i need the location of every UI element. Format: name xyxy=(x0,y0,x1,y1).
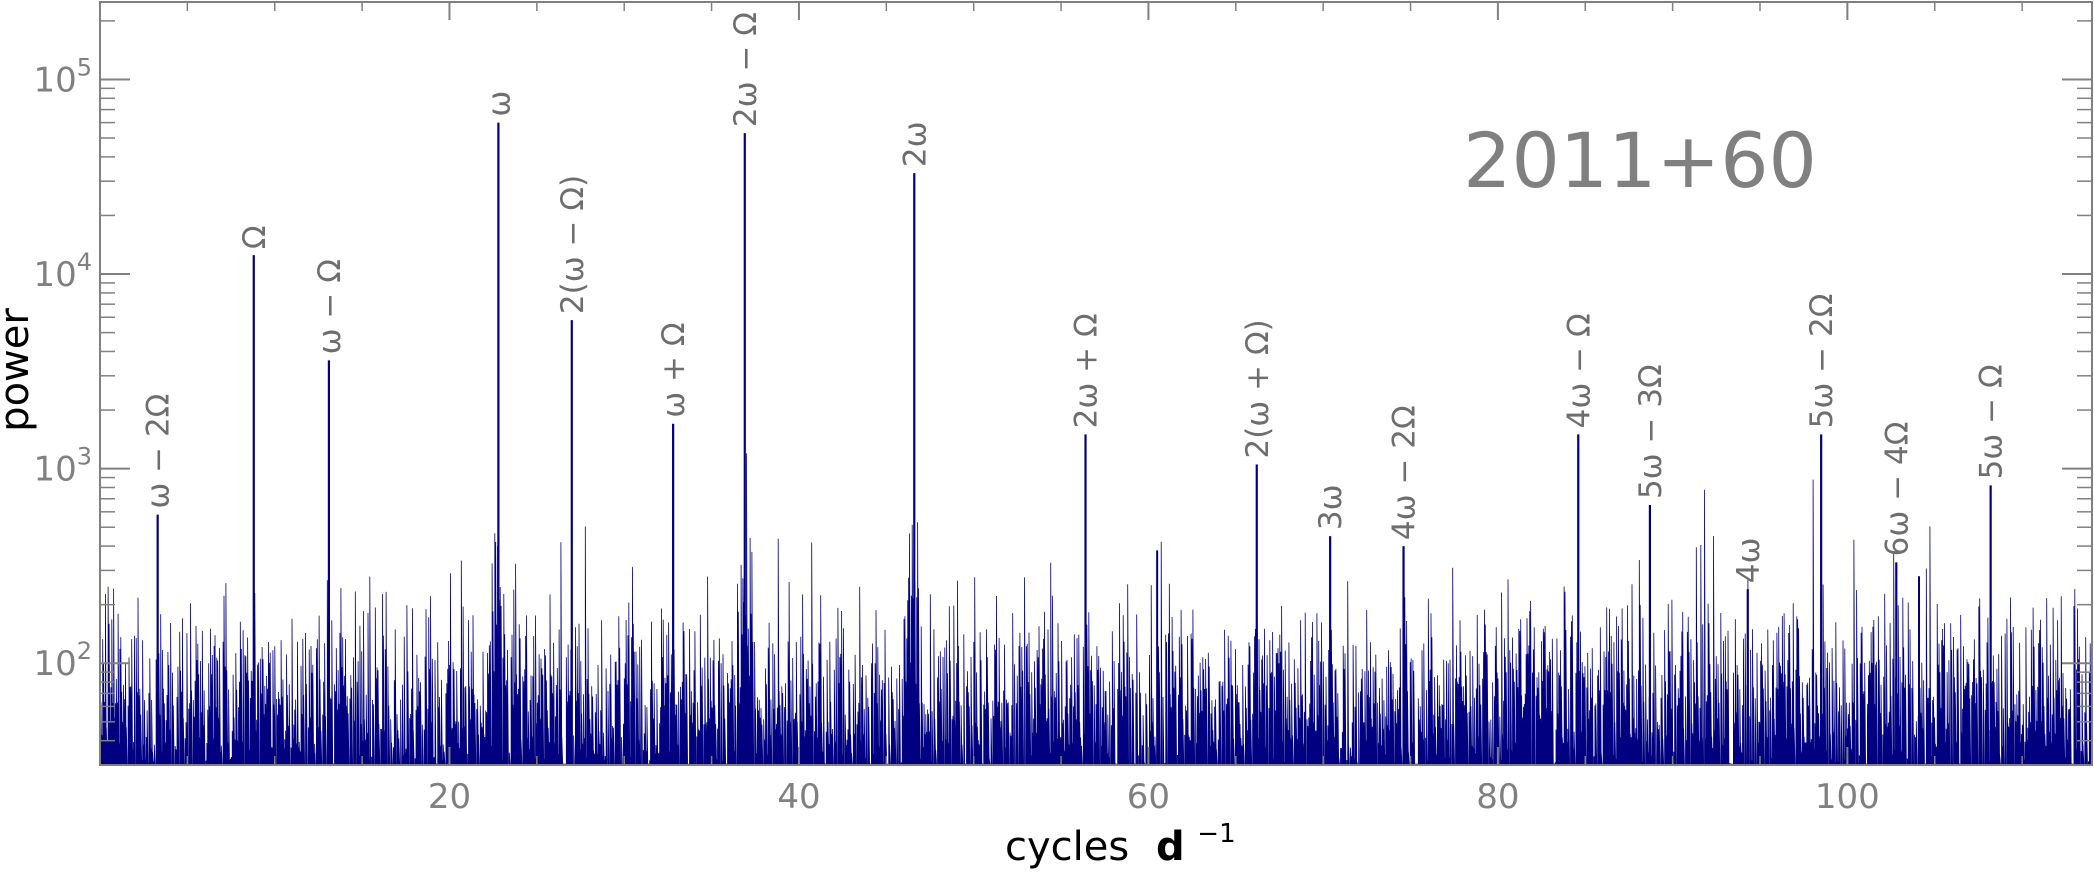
y-tick-label-base: 10 xyxy=(33,255,76,295)
peak-label: 3ω xyxy=(1313,484,1349,530)
y-tick-label: 103 xyxy=(33,443,92,490)
peak-labels: ω − 2Ω Ωω − Ω ω 2(ω − Ω) ω + Ω 2ω − Ω 2ω 2ω + Ω… xyxy=(141,12,2010,583)
x-tick-label: 60 xyxy=(1127,777,1170,817)
x-tick-label: 80 xyxy=(1476,777,1519,817)
x-tick-label: 20 xyxy=(428,777,471,817)
x-tick-label: 100 xyxy=(1815,777,1880,817)
peak-label: Ω xyxy=(237,225,273,249)
x-axis-label-exponent: −1 xyxy=(1197,819,1235,849)
x-axis-label: cycles d −1 xyxy=(1005,819,1236,870)
peak-label: 6ω − 4Ω xyxy=(1879,422,1915,557)
peak-label: 5ω − Ω xyxy=(1974,364,2010,479)
peak-label: ω − 2Ω xyxy=(141,394,177,509)
peak-label: 4ω − Ω xyxy=(1561,313,1597,428)
y-tick-label: 104 xyxy=(33,248,92,295)
peak-label: 4ω xyxy=(1731,538,1767,584)
y-tick-label: 102 xyxy=(33,637,92,684)
peak-label: 2ω − Ω xyxy=(728,12,764,127)
y-tick-label-exponent: 3 xyxy=(77,443,92,471)
y-tick-label-exponent: 5 xyxy=(77,53,92,81)
peak-label: ω xyxy=(481,91,517,117)
y-tick-label-base: 10 xyxy=(33,60,76,100)
y-axis-label: power xyxy=(0,308,38,432)
peak-label: 2(ω − Ω) xyxy=(555,175,591,314)
plot-frame xyxy=(99,1,2093,766)
peak-label: 5ω − 2Ω xyxy=(1804,294,1840,429)
peak-label: 5ω − 3Ω xyxy=(1633,364,1669,499)
peak-label: 2ω xyxy=(897,121,933,167)
x-axis-label-text: cycles xyxy=(1005,824,1129,870)
power-spectrum-series xyxy=(99,453,2093,767)
peak-label: 2(ω + Ω) xyxy=(1240,319,1276,458)
y-tick-label-exponent: 4 xyxy=(77,248,92,276)
y-tick-label-exponent: 2 xyxy=(77,637,92,665)
chart-title: 2011+60 xyxy=(1463,116,1817,205)
y-tick-label-base: 10 xyxy=(33,450,76,490)
x-axis-label-unit: d xyxy=(1156,824,1185,870)
peak-label: 4ω − 2Ω xyxy=(1387,405,1423,540)
peak-label: ω − Ω xyxy=(312,259,348,354)
spectrum-layer xyxy=(99,453,2093,767)
peak-label: ω + Ω xyxy=(656,322,692,417)
peak-label: 2ω + Ω xyxy=(1069,313,1105,428)
y-tick-label-base: 10 xyxy=(33,644,76,684)
x-tick-label: 40 xyxy=(777,777,820,817)
peak-layer xyxy=(156,122,1992,765)
y-tick-label: 105 xyxy=(33,53,92,100)
